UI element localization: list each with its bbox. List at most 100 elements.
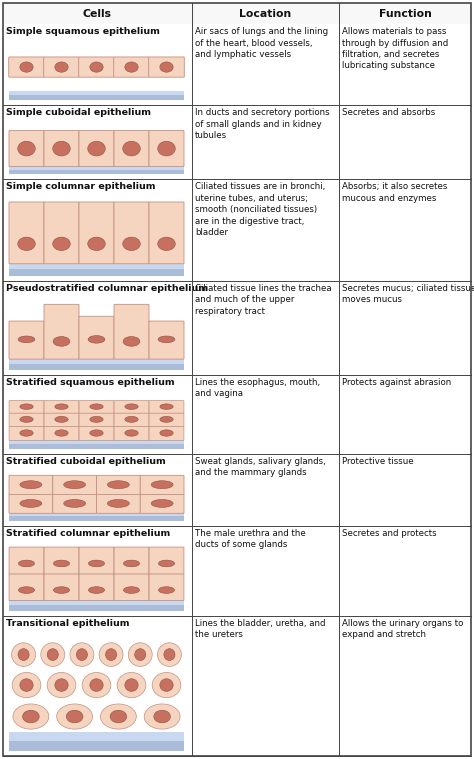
Ellipse shape xyxy=(160,62,173,72)
FancyBboxPatch shape xyxy=(44,426,79,440)
Ellipse shape xyxy=(99,643,123,666)
Bar xyxy=(9,364,184,370)
FancyBboxPatch shape xyxy=(44,202,79,264)
Ellipse shape xyxy=(125,404,138,409)
Ellipse shape xyxy=(20,430,33,436)
Ellipse shape xyxy=(47,649,58,660)
Bar xyxy=(9,166,184,170)
Ellipse shape xyxy=(53,237,70,250)
Text: Location: Location xyxy=(239,8,292,18)
Ellipse shape xyxy=(20,679,33,691)
FancyBboxPatch shape xyxy=(114,413,149,427)
Ellipse shape xyxy=(18,336,35,342)
Ellipse shape xyxy=(12,643,36,666)
Text: Stratified cuboidal epithelium: Stratified cuboidal epithelium xyxy=(6,457,166,466)
FancyBboxPatch shape xyxy=(149,131,184,166)
Ellipse shape xyxy=(53,141,70,156)
Text: Simple columnar epithelium: Simple columnar epithelium xyxy=(6,182,155,191)
Ellipse shape xyxy=(55,417,68,422)
FancyBboxPatch shape xyxy=(114,304,149,359)
FancyBboxPatch shape xyxy=(9,131,44,166)
Ellipse shape xyxy=(125,417,138,422)
Bar xyxy=(3,24,471,106)
Ellipse shape xyxy=(90,679,103,691)
Ellipse shape xyxy=(158,560,174,567)
FancyBboxPatch shape xyxy=(149,321,184,359)
Ellipse shape xyxy=(164,649,175,660)
FancyBboxPatch shape xyxy=(9,547,44,574)
Ellipse shape xyxy=(70,643,94,666)
Bar xyxy=(3,3,471,24)
FancyBboxPatch shape xyxy=(149,57,184,77)
FancyBboxPatch shape xyxy=(44,547,79,574)
Ellipse shape xyxy=(90,417,103,422)
Ellipse shape xyxy=(82,672,111,698)
Ellipse shape xyxy=(41,643,65,666)
FancyBboxPatch shape xyxy=(9,57,44,77)
Text: The male urethra and the
ducts of some glands: The male urethra and the ducts of some g… xyxy=(195,528,306,549)
Ellipse shape xyxy=(158,587,174,594)
Ellipse shape xyxy=(123,336,140,346)
Ellipse shape xyxy=(100,704,137,729)
Bar xyxy=(3,281,471,375)
Text: Cells: Cells xyxy=(83,8,112,18)
FancyBboxPatch shape xyxy=(9,494,53,513)
FancyBboxPatch shape xyxy=(114,401,149,413)
Ellipse shape xyxy=(18,560,35,567)
Ellipse shape xyxy=(55,679,68,691)
Ellipse shape xyxy=(53,336,70,346)
Ellipse shape xyxy=(154,710,171,723)
Ellipse shape xyxy=(157,643,182,666)
Bar xyxy=(3,106,471,179)
Ellipse shape xyxy=(13,704,49,729)
Text: Stratified columnar epithelium: Stratified columnar epithelium xyxy=(6,528,170,537)
Text: Lines the bladder, uretha, and
the ureters: Lines the bladder, uretha, and the urete… xyxy=(195,619,326,639)
FancyBboxPatch shape xyxy=(79,413,114,427)
Bar xyxy=(9,263,184,269)
Ellipse shape xyxy=(90,430,103,436)
Text: Ciliated tissues are in bronchi,
uterine tubes, and uterus;
smooth (nonciliated : Ciliated tissues are in bronchi, uterine… xyxy=(195,182,325,237)
Ellipse shape xyxy=(128,643,152,666)
Ellipse shape xyxy=(88,141,105,156)
FancyBboxPatch shape xyxy=(79,57,114,77)
Bar xyxy=(9,170,184,175)
Ellipse shape xyxy=(18,237,35,250)
Ellipse shape xyxy=(18,141,35,156)
Bar xyxy=(9,513,184,516)
Ellipse shape xyxy=(108,480,129,489)
Text: Simple cuboidal epithelium: Simple cuboidal epithelium xyxy=(6,109,151,118)
FancyBboxPatch shape xyxy=(79,401,114,413)
FancyBboxPatch shape xyxy=(79,317,114,359)
Ellipse shape xyxy=(20,404,33,409)
Ellipse shape xyxy=(20,62,33,72)
FancyBboxPatch shape xyxy=(53,475,97,495)
FancyBboxPatch shape xyxy=(9,426,44,440)
FancyBboxPatch shape xyxy=(9,475,53,495)
Text: Absorbs; it also secretes
mucous and enzymes: Absorbs; it also secretes mucous and enz… xyxy=(342,182,447,203)
FancyBboxPatch shape xyxy=(44,304,79,359)
Bar xyxy=(3,375,471,454)
Ellipse shape xyxy=(135,649,146,660)
FancyBboxPatch shape xyxy=(114,57,149,77)
FancyBboxPatch shape xyxy=(44,131,79,166)
FancyBboxPatch shape xyxy=(140,494,184,513)
Ellipse shape xyxy=(55,62,68,72)
Ellipse shape xyxy=(54,587,70,594)
Ellipse shape xyxy=(20,480,42,489)
Ellipse shape xyxy=(20,417,33,422)
Bar xyxy=(9,358,184,364)
Ellipse shape xyxy=(151,499,173,507)
Ellipse shape xyxy=(110,710,127,723)
Ellipse shape xyxy=(144,704,180,729)
Ellipse shape xyxy=(18,587,35,594)
Ellipse shape xyxy=(158,336,175,342)
Ellipse shape xyxy=(90,62,103,72)
Ellipse shape xyxy=(76,649,88,660)
Text: Sweat glands, salivary glands,
and the mammary glands: Sweat glands, salivary glands, and the m… xyxy=(195,457,326,477)
FancyBboxPatch shape xyxy=(9,401,44,413)
FancyBboxPatch shape xyxy=(9,202,44,264)
FancyBboxPatch shape xyxy=(149,547,184,574)
FancyBboxPatch shape xyxy=(114,202,149,264)
FancyBboxPatch shape xyxy=(114,426,149,440)
Ellipse shape xyxy=(88,237,105,250)
